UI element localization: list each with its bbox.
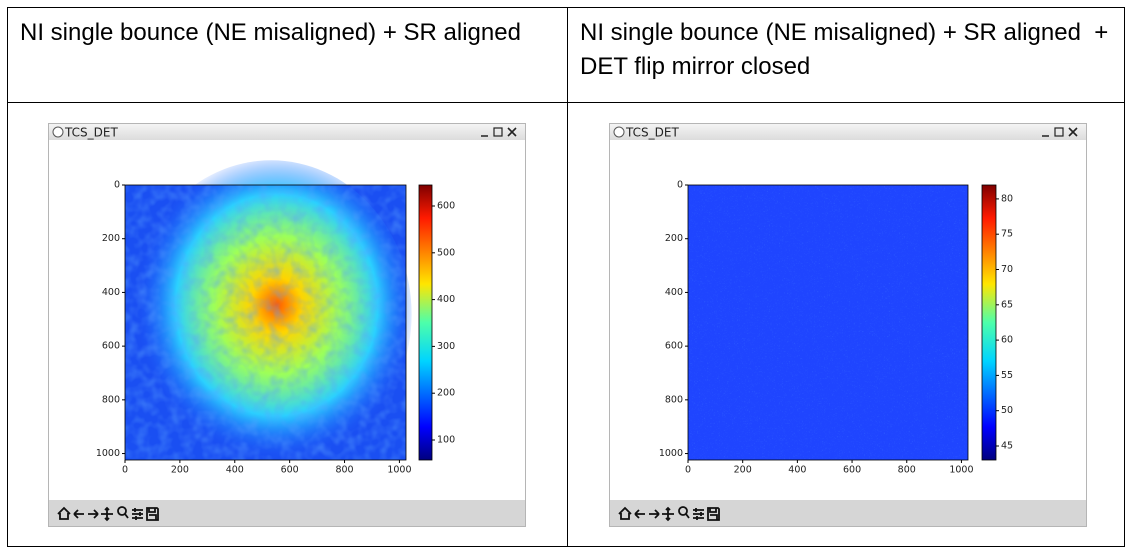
x-tick-label: 800 [335, 465, 353, 476]
x-tick-label: 400 [788, 465, 806, 476]
window-title: TCS_DET [64, 126, 118, 140]
border [7, 102, 1125, 103]
y-tick-label: 200 [665, 233, 683, 244]
toolbar-button[interactable] [662, 506, 674, 522]
y-tick-label: 800 [665, 394, 683, 405]
y-tick-label: 0 [677, 180, 683, 191]
toolbar-button[interactable] [132, 508, 143, 520]
colorbar-tick-label: 45 [1001, 441, 1013, 452]
colorbar-tick-label: 300 [437, 341, 455, 352]
header-cell: NI single bounce (NE misaligned) + SR al… [580, 19, 1115, 80]
x-tick-label: 200 [734, 465, 752, 476]
x-tick-label: 600 [281, 465, 299, 476]
border [7, 7, 1125, 8]
colorbar-tick-label: 500 [437, 247, 455, 258]
colorbar-tick-label: 65 [1001, 299, 1013, 310]
colorbar [418, 184, 433, 461]
colorbar-tick-label: 80 [1001, 193, 1013, 204]
colorbar-tick-label: 50 [1001, 405, 1013, 416]
y-tick-label: 600 [102, 341, 120, 352]
border [567, 7, 568, 547]
header-cell: NI single bounce (NE misaligned) + SR al… [20, 19, 521, 46]
x-tick-label: 0 [122, 465, 128, 476]
colorbar-tick-label: 75 [1001, 229, 1013, 240]
x-tick-label: 600 [843, 465, 861, 476]
image-frame [124, 184, 407, 461]
x-tick-label: 400 [226, 465, 244, 476]
colorbar-tick-label: 200 [437, 388, 455, 399]
toolbar-icons [618, 506, 720, 522]
maximize-button [493, 127, 503, 137]
toolbar-button[interactable] [88, 509, 99, 519]
x-tick-label: 1000 [949, 465, 973, 476]
border [7, 7, 8, 547]
toolbar-button[interactable] [618, 506, 632, 520]
toolbar-button[interactable] [707, 507, 720, 521]
y-tick-label: 0 [114, 180, 120, 191]
colorbar-tick-label: 70 [1001, 264, 1013, 275]
toolbar [610, 500, 1086, 526]
title-bar [610, 124, 1086, 140]
toolbar-icons [57, 506, 159, 522]
toolbar-button[interactable] [57, 506, 71, 520]
toolbar [49, 500, 525, 526]
close-button [507, 127, 517, 137]
colorbar-tick-label: 600 [437, 201, 455, 212]
x-tick-label: 0 [685, 465, 691, 476]
toolbar-button[interactable] [678, 506, 690, 519]
colorbar-tick-label: 60 [1001, 335, 1013, 346]
toolbar-button[interactable] [101, 506, 113, 522]
x-tick-label: 1000 [387, 465, 411, 476]
window-title: TCS_DET [625, 126, 679, 140]
maximize-button [1054, 127, 1064, 137]
colorbar-tick-label: 55 [1001, 370, 1013, 381]
y-tick-label: 600 [665, 341, 683, 352]
window-icon [52, 126, 64, 138]
colorbar-tick-label: 100 [437, 435, 455, 446]
y-tick-label: 1000 [96, 448, 120, 459]
y-tick-label: 1000 [659, 448, 683, 459]
y-tick-label: 400 [665, 287, 683, 298]
image-texture [688, 185, 968, 460]
y-tick-label: 800 [102, 394, 120, 405]
toolbar-button[interactable] [73, 509, 84, 519]
x-tick-label: 200 [171, 465, 189, 476]
title-bar [49, 124, 525, 140]
toolbar-button[interactable] [649, 509, 660, 519]
toolbar-button[interactable] [117, 506, 129, 519]
y-tick-label: 200 [102, 233, 120, 244]
x-tick-label: 800 [898, 465, 916, 476]
colorbar-tick-label: 400 [437, 294, 455, 305]
window-icon [613, 126, 625, 138]
toolbar-button[interactable] [634, 509, 645, 519]
close-button [1068, 127, 1078, 137]
y-tick-label: 400 [102, 287, 120, 298]
border [7, 546, 1125, 547]
image-texture [125, 185, 406, 460]
border [1124, 7, 1125, 547]
image-frame [687, 184, 969, 461]
toolbar-button[interactable] [146, 507, 159, 521]
toolbar-button[interactable] [693, 508, 704, 520]
colorbar [981, 184, 997, 461]
